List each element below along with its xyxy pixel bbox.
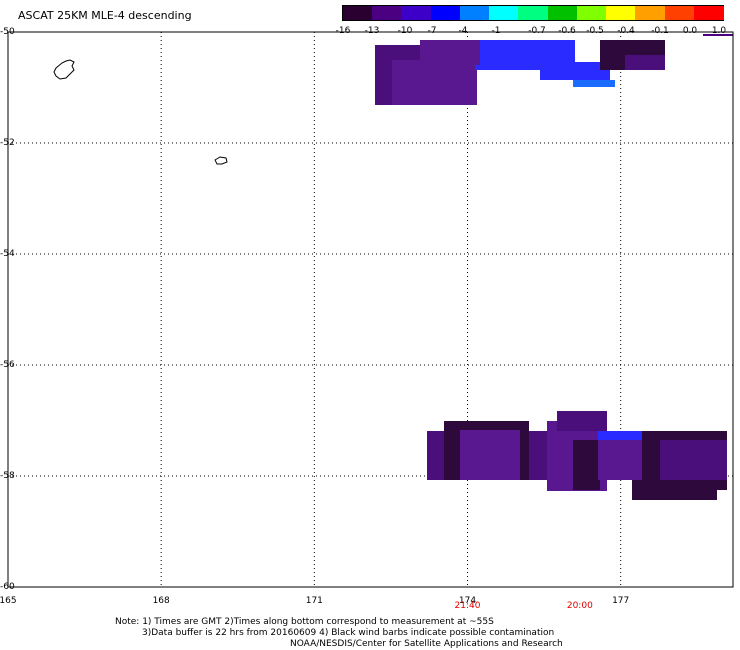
map-title: ASCAT 25KM MLE-4 descending xyxy=(18,9,192,22)
y-tick-label: -54 xyxy=(0,249,15,259)
colorbar-label: -13 xyxy=(364,26,380,36)
colorbar-segment xyxy=(664,6,695,20)
wind-pixel-block xyxy=(632,480,717,500)
gridlines xyxy=(8,32,733,587)
legend-line xyxy=(703,34,733,36)
colorbar-segment xyxy=(430,6,461,20)
y-tick-label: -60 xyxy=(0,582,15,592)
campbell-island-outline xyxy=(214,156,228,165)
colorbar-label: -0.6 xyxy=(558,26,576,36)
y-tick-label: -56 xyxy=(0,360,15,370)
colorbar-label: -0.1 xyxy=(651,26,669,36)
auckland-islands-outline xyxy=(53,59,75,80)
y-tick-label: -50 xyxy=(0,27,15,37)
y-tick-label: -58 xyxy=(0,471,15,481)
colorbar-segment xyxy=(372,6,403,20)
colorbar-label: -4 xyxy=(458,26,468,36)
wind-pixel-block xyxy=(460,430,520,480)
colorbar-segment xyxy=(518,6,549,20)
colorbar-label: -1 xyxy=(491,26,501,36)
colorbar-segment xyxy=(635,6,666,20)
x-tick-label: 177 xyxy=(612,596,630,606)
note-line-1: Note: 1) Times are GMT 2)Times along bot… xyxy=(115,617,494,627)
colorbar-label: -0.4 xyxy=(617,26,635,36)
colorbar xyxy=(342,5,724,21)
colorbar-segment xyxy=(489,6,520,20)
wind-pixel-block xyxy=(420,40,480,65)
x-tick-label: 165 xyxy=(0,596,17,606)
note-line-2: 3)Data buffer is 22 hrs from 20160609 4)… xyxy=(142,628,555,638)
wind-pixel-block xyxy=(573,80,615,87)
wind-pixel-block xyxy=(625,55,665,70)
x-tick-label: 174 xyxy=(458,596,477,606)
colorbar-segment xyxy=(343,6,373,20)
colorbar-segment xyxy=(459,6,490,20)
plot-frame xyxy=(7,31,734,588)
colorbar-segment xyxy=(401,6,432,20)
colorbar-label: -0.5 xyxy=(586,26,604,36)
note-line-3: NOAA/NESDIS/Center for Satellite Applica… xyxy=(290,639,563,649)
colorbar-segment xyxy=(693,6,724,20)
y-tick-label: -52 xyxy=(0,138,15,148)
colorbar-segment xyxy=(547,6,578,20)
colorbar-label: -10 xyxy=(397,26,413,36)
time-label: 21:40 xyxy=(454,601,481,611)
colorbar-label: 0.0 xyxy=(682,26,698,36)
time-label: 20:00 xyxy=(566,601,593,611)
colorbar-segment xyxy=(606,6,637,20)
colorbar-label: -0.7 xyxy=(528,26,546,36)
wind-pixel-block xyxy=(540,62,610,80)
wind-pixel-block xyxy=(598,431,642,440)
wind-pixel-block xyxy=(557,411,607,431)
colorbar-label: -7 xyxy=(427,26,437,36)
x-tick-label: 168 xyxy=(152,596,170,606)
colorbar-label: -16 xyxy=(335,26,351,36)
x-tick-label: 171 xyxy=(305,596,323,606)
wind-pixel-block xyxy=(392,60,477,105)
wind-pixel-block xyxy=(660,440,727,480)
data-pixels xyxy=(375,40,727,500)
colorbar-segment xyxy=(576,6,607,20)
island-outlines xyxy=(53,59,228,165)
colorbar-label: 1.0 xyxy=(711,26,727,36)
wind-pixel-block xyxy=(573,440,600,490)
